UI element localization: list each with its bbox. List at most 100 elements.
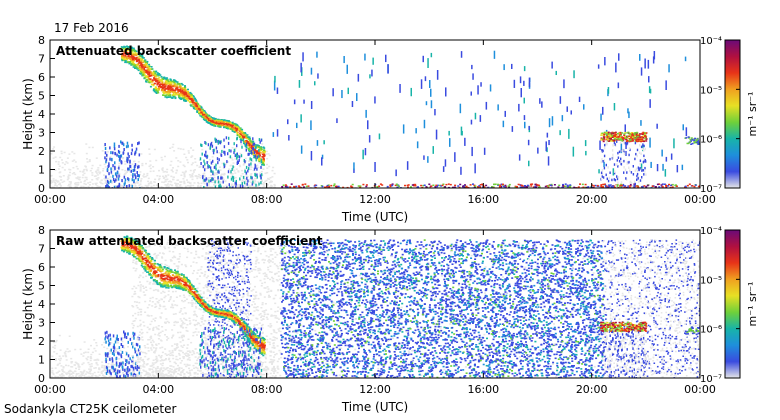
clear-air-cell [229,262,232,264]
clear-air-cell [68,183,71,186]
surface-layer-cell [538,185,541,187]
elevated-layer-cell [645,132,648,134]
precip-cell [639,159,642,162]
precip-cell [612,153,614,157]
clear-air-cell [248,180,251,183]
clear-air-cell [77,363,80,365]
precip-cell [205,150,207,154]
elevated-layer-cell [603,131,606,134]
clear-air-cell [257,181,260,183]
cloud-cell [124,46,127,48]
speckle-cell [369,74,371,79]
clear-air-cell [175,157,178,159]
precip-cell [623,148,625,152]
speckle-cell [511,126,514,132]
cloud-cell [168,84,171,86]
speckle-cell [518,103,520,112]
aerosol-cell [127,369,129,373]
clear-air-cell [88,159,91,161]
speckle-cell [584,140,587,147]
clear-air-cell [245,180,248,183]
clear-air-cell [121,363,124,366]
cloud-cell [205,115,208,117]
clear-air-cell [158,178,160,181]
clear-air-cell [85,169,88,172]
clear-air-cell [68,350,71,352]
clear-air-cell [192,364,195,367]
cloud-cell [126,53,129,55]
clear-air-cell [189,169,192,172]
speckle-cell [603,160,605,168]
cloud-cell [156,78,159,80]
clear-air-cell [209,177,212,179]
surface-layer-cell [646,184,649,187]
speckle-cell [644,58,646,69]
precip-cell [231,175,234,179]
precip-cell [205,141,207,145]
clear-air-cell [219,340,222,342]
clear-air-cell [76,184,79,186]
clear-air-cell [95,182,98,185]
clear-air-cell [54,179,57,181]
elevated-layer-cell [639,133,641,135]
clear-air-cell [58,334,61,337]
aerosol-cell [123,330,125,334]
cloud-cell [159,74,162,76]
clear-air-cell [256,364,259,366]
clear-air-cell [53,351,56,353]
clear-air-cell [93,175,96,177]
clear-air-cell [57,358,60,360]
cloud-cell [201,108,203,111]
cloud-cell [167,96,170,98]
cloud-cell [168,87,171,90]
aerosol-cell [137,178,139,182]
aerosol-cell [106,183,108,187]
precip-cell [625,151,627,154]
precip-cell [625,153,627,156]
clear-air-cell [78,368,81,370]
aerosol-cell [115,361,118,365]
aerosol-cell [134,347,136,351]
elevated-layer-cell [601,139,604,141]
cloud-cell [121,58,123,60]
precip-cell [261,173,263,177]
surface-layer-cell [530,185,533,187]
clear-air-cell [133,375,136,378]
clear-air-cell [130,183,133,186]
clear-air-cell [189,176,192,178]
clear-air-cell [234,176,237,179]
clear-air-cell [214,184,217,186]
clear-air-cell [91,164,94,167]
surface-layer-cell [305,185,308,188]
aerosol-cell [127,373,129,377]
clear-air-cell [55,372,58,374]
aerosol-cell [121,345,124,348]
clear-air-cell [264,272,267,274]
clear-air-cell [69,186,71,188]
cloud-cell [169,96,172,98]
precip-cell [239,184,242,188]
cloud-cell [198,107,201,110]
clear-air-cell [157,325,160,327]
speckle-cell [615,62,617,73]
surface-layer-cell [391,183,394,185]
aerosol-cell [118,364,120,368]
cloud-cell [151,80,154,82]
clear-air-cell [67,370,70,373]
cloud-cell [163,92,166,95]
cloud-cell [226,124,229,127]
clear-air-cell [259,371,262,374]
clear-air-cell [162,186,165,188]
cloud-cell [239,133,242,136]
clear-air-cell [190,156,193,158]
aerosol-cell [108,342,111,346]
clear-air-cell [267,153,270,155]
elevated-layer-cell [637,140,640,143]
cloud-cell [187,96,190,98]
cloud-cell [216,123,219,125]
clear-air-cell [56,181,59,183]
cloud-cell [121,56,123,59]
clear-air-cell [218,375,221,378]
clear-air-cell [267,177,269,180]
precip-cell [227,152,229,156]
